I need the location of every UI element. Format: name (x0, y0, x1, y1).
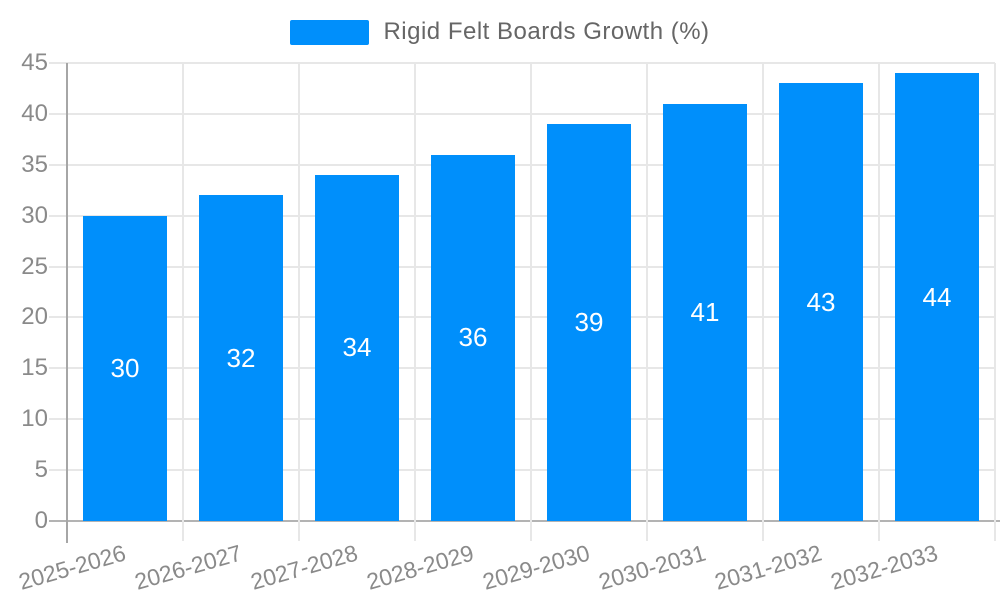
gridline-horizontal (49, 367, 995, 370)
x-tick-label: 2027-2028 (247, 539, 361, 595)
bar[interactable]: 32 (199, 195, 283, 521)
bar-value-label: 36 (458, 322, 488, 353)
x-tick-label: 2030-2031 (595, 539, 709, 595)
gridline-vertical (182, 63, 184, 541)
bar-value-label: 44 (922, 281, 952, 312)
gridline-horizontal (49, 112, 995, 115)
gridline-vertical (530, 63, 532, 541)
bar[interactable]: 39 (547, 124, 631, 521)
bar[interactable]: 43 (779, 83, 863, 521)
y-tick-label: 5 (34, 456, 48, 484)
gridline-vertical (298, 63, 300, 541)
gridline-horizontal (49, 316, 995, 319)
gridline-horizontal (49, 265, 995, 268)
gridline-vertical (878, 63, 880, 541)
gridline-vertical (994, 63, 996, 541)
gridline-vertical (646, 63, 648, 541)
bar[interactable]: 36 (431, 154, 515, 521)
y-tick-label: 15 (21, 354, 48, 382)
gridline-vertical (414, 63, 416, 541)
x-tick-label: 2025-2026 (15, 539, 129, 595)
x-axis-line (49, 520, 1000, 522)
y-tick-label: 35 (21, 150, 48, 178)
bar-value-label: 32 (226, 342, 256, 373)
bar[interactable]: 30 (83, 215, 167, 521)
legend-item[interactable]: Rigid Felt Boards Growth (%) (290, 18, 709, 46)
bar-value-label: 34 (342, 332, 372, 363)
y-tick-label: 40 (21, 99, 48, 127)
gridline-horizontal (49, 418, 995, 421)
legend-label: Rigid Felt Boards Growth (%) (383, 18, 710, 45)
gridline-horizontal (49, 469, 995, 472)
y-tick-label: 25 (21, 252, 48, 280)
y-tick-label: 10 (21, 405, 48, 433)
y-tick-label: 20 (21, 303, 48, 331)
bar[interactable]: 34 (315, 174, 399, 521)
x-tick-label: 2032-2033 (827, 539, 941, 595)
bar[interactable]: 44 (895, 73, 979, 521)
y-tick-label: 30 (21, 201, 48, 229)
legend: Rigid Felt Boards Growth (%) (0, 12, 1000, 52)
gridline-vertical (762, 63, 764, 541)
gridline-horizontal (49, 214, 995, 217)
x-tick-label: 2031-2032 (711, 539, 825, 595)
y-tick-label: 0 (34, 507, 48, 534)
gridline-horizontal (49, 163, 995, 166)
x-tick-label: 2029-2030 (479, 539, 593, 595)
bar-value-label: 39 (574, 307, 604, 338)
x-tick-label: 2026-2027 (131, 539, 245, 595)
bar[interactable]: 41 (663, 103, 747, 521)
x-tick-label: 2028-2029 (363, 539, 477, 595)
bar-value-label: 43 (806, 286, 836, 317)
gridline-horizontal (49, 62, 995, 64)
legend-swatch (290, 19, 370, 45)
bar-value-label: 41 (690, 296, 720, 327)
y-tick-label: 45 (21, 49, 48, 76)
bar-value-label: 30 (110, 352, 140, 383)
y-axis-line (66, 63, 68, 543)
